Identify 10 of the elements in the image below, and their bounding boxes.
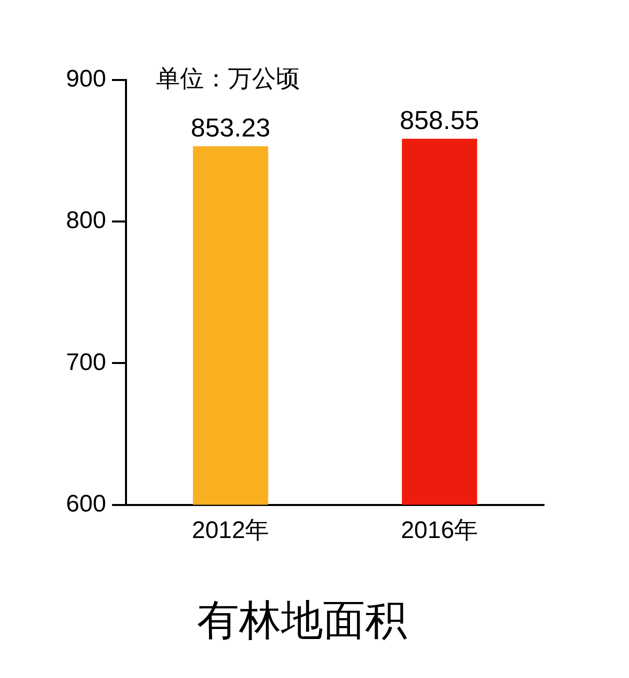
data-label: 853.23 [190, 112, 270, 142]
x-tick-label: 2012年 [192, 516, 270, 544]
x-tick-label: 2016年 [400, 516, 478, 544]
y-tick-label: 800 [66, 207, 106, 234]
y-tick-label: 700 [66, 348, 106, 376]
annotation: 单位：万公顷 [156, 66, 300, 93]
y-tick-label: 600 [66, 490, 106, 518]
data-label: 858.55 [400, 104, 480, 135]
y-tick-label: 900 [66, 66, 106, 93]
text: 有林地面积 [197, 596, 407, 644]
